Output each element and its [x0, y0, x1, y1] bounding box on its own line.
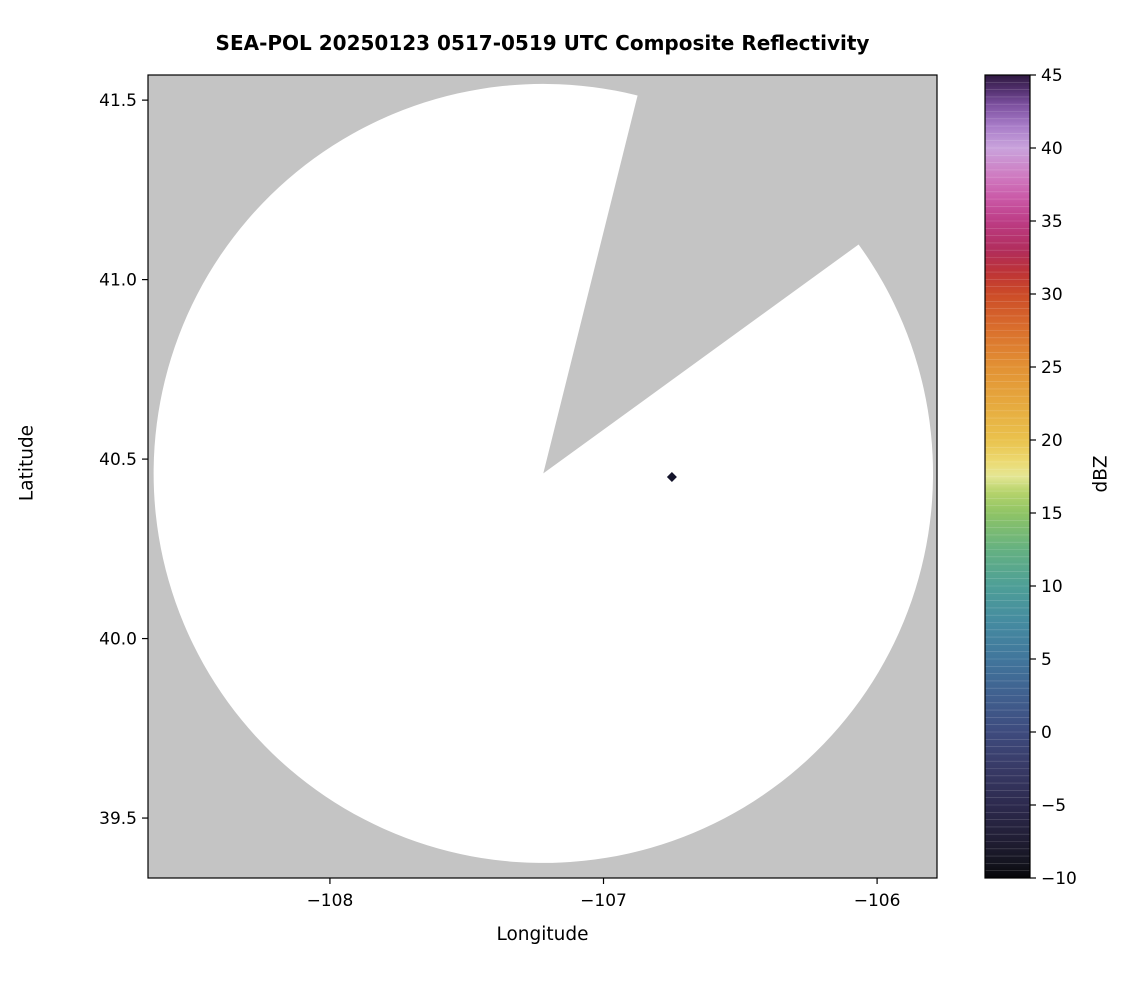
x-tick-label: −108 — [307, 891, 354, 911]
colorbar-gradient — [985, 75, 1030, 878]
y-tick-label: 40.0 — [99, 630, 137, 650]
colorbar-tick-label: −5 — [1041, 796, 1066, 816]
x-tick-label: −107 — [580, 891, 627, 911]
colorbar-tick-label: 45 — [1041, 66, 1063, 86]
colorbar-tick-label: 5 — [1041, 650, 1052, 670]
radar-site-marker — [666, 472, 677, 483]
plot-border — [147, 74, 938, 879]
colorbar-label: dBZ — [1090, 455, 1112, 493]
x-axis-label: Longitude — [496, 924, 589, 945]
colorbar-tick-label: 15 — [1041, 504, 1063, 524]
y-tick-label: 40.5 — [99, 450, 137, 470]
y-tick-label: 39.5 — [99, 809, 137, 829]
colorbar-tick-label: 35 — [1041, 212, 1063, 232]
colorbar-tick-label: 40 — [1041, 139, 1063, 159]
chart-title: SEA-POL 20250123 0517-0519 UTC Composite… — [215, 31, 870, 55]
colorbar-tick-label: 20 — [1041, 431, 1063, 451]
colorbar-tick-label: 10 — [1041, 577, 1063, 597]
colorbar-tick-label: 0 — [1041, 723, 1052, 743]
x-tick-label: −106 — [854, 891, 901, 911]
colorbar-tick-label: 25 — [1041, 358, 1063, 378]
colorbar-level-lines — [985, 82, 1030, 872]
colorbar-tick-label: 30 — [1041, 285, 1063, 305]
radar-coverage-area — [153, 83, 934, 863]
y-tick-label: 41.5 — [99, 91, 137, 111]
y-axis-label: Latitude — [16, 424, 38, 502]
y-tick-label: 41.0 — [99, 271, 137, 291]
colorbar-border — [984, 74, 1031, 879]
colorbar-tick-label: −10 — [1041, 869, 1077, 889]
